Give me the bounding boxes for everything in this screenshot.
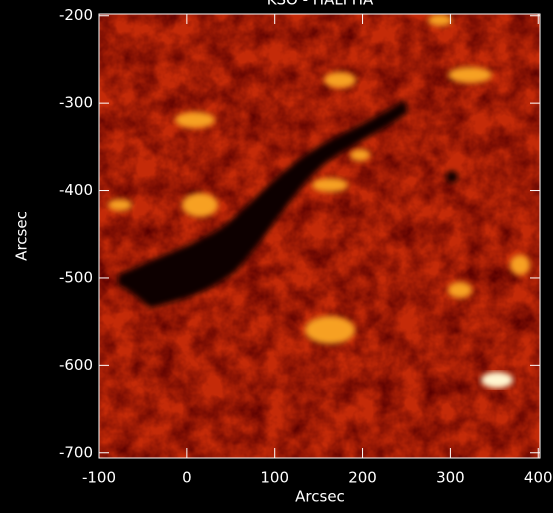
chart: KSO - HALPHA Arcsec Arcsec -100 0 100 200 30… — [0, 0, 553, 513]
chart-title: KSO - HALPHA — [267, 0, 374, 9]
y-tick-label: -300 — [59, 94, 93, 112]
solar-image — [99, 14, 540, 458]
y-axis-label: Arcsec — [13, 211, 31, 261]
x-axis-label: Arcsec — [295, 488, 345, 506]
x-tick-label: 0 — [182, 469, 192, 487]
page: KSO - HALPHA Arcsec Arcsec -100 0 100 200 30… — [0, 0, 553, 513]
y-tick-label: -600 — [59, 356, 93, 374]
x-tick-label: 200 — [348, 469, 377, 487]
y-tick-label: -700 — [59, 443, 93, 461]
y-tick-label: -200 — [59, 6, 93, 24]
y-tick-label: -500 — [59, 268, 93, 286]
x-tick-label: 400 — [524, 469, 553, 487]
x-tick-label: 300 — [436, 469, 465, 487]
y-tick-label: -400 — [59, 181, 93, 199]
x-tick-label: -100 — [82, 469, 116, 487]
x-tick-label: 100 — [260, 469, 289, 487]
